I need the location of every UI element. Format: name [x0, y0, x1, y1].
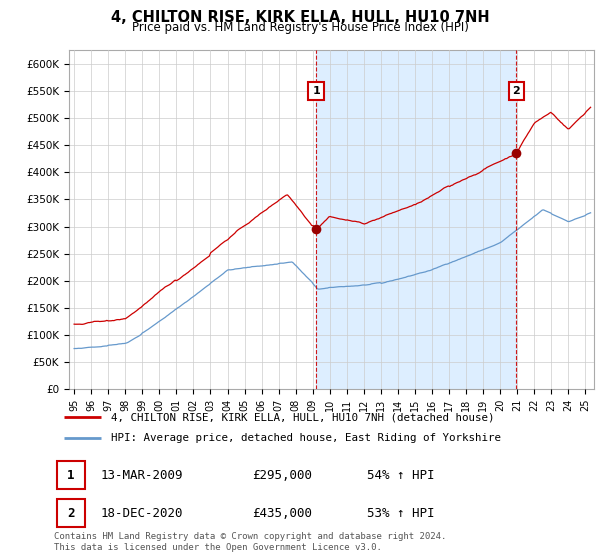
Text: £295,000: £295,000 [253, 469, 313, 482]
Bar [316, 50, 517, 389]
Text: 54% ↑ HPI: 54% ↑ HPI [367, 469, 434, 482]
Text: HPI: Average price, detached house, East Riding of Yorkshire: HPI: Average price, detached house, East… [112, 433, 502, 444]
Text: 53% ↑ HPI: 53% ↑ HPI [367, 507, 434, 520]
Text: 1: 1 [67, 469, 75, 482]
Text: 2: 2 [512, 86, 520, 96]
Text: 2: 2 [67, 507, 75, 520]
Text: Contains HM Land Registry data © Crown copyright and database right 2024.
This d: Contains HM Land Registry data © Crown c… [54, 532, 446, 552]
Text: Price paid vs. HM Land Registry's House Price Index (HPI): Price paid vs. HM Land Registry's House … [131, 21, 469, 34]
Text: 4, CHILTON RISE, KIRK ELLA, HULL, HU10 7NH (detached house): 4, CHILTON RISE, KIRK ELLA, HULL, HU10 7… [112, 412, 495, 422]
Text: 18-DEC-2020: 18-DEC-2020 [101, 507, 184, 520]
Text: 1: 1 [312, 86, 320, 96]
FancyBboxPatch shape [56, 461, 85, 489]
Text: 4, CHILTON RISE, KIRK ELLA, HULL, HU10 7NH: 4, CHILTON RISE, KIRK ELLA, HULL, HU10 7… [110, 10, 490, 25]
Text: £435,000: £435,000 [253, 507, 313, 520]
Text: 13-MAR-2009: 13-MAR-2009 [101, 469, 184, 482]
FancyBboxPatch shape [56, 500, 85, 527]
